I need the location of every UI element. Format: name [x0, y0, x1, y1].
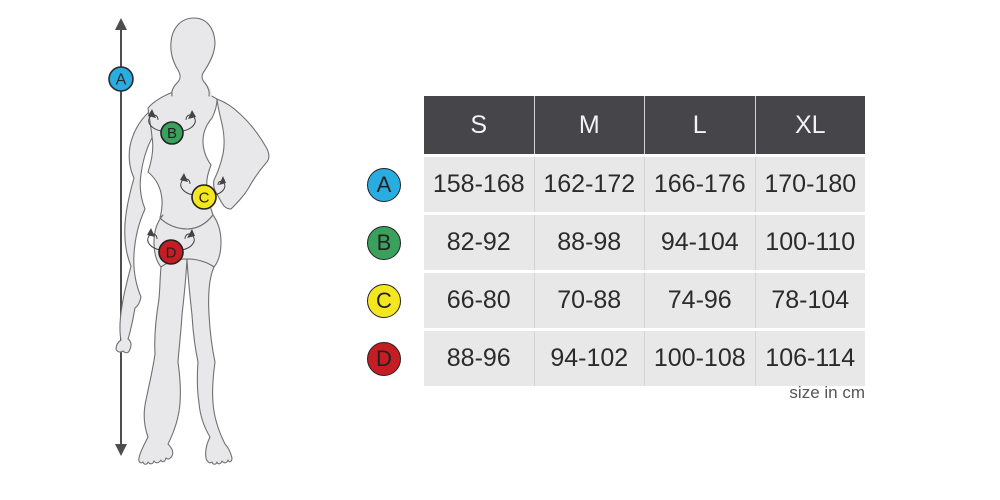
- svg-text:B: B: [167, 125, 177, 142]
- svg-text:D: D: [166, 245, 177, 262]
- svg-text:C: C: [199, 190, 210, 207]
- svg-text:A: A: [116, 72, 127, 89]
